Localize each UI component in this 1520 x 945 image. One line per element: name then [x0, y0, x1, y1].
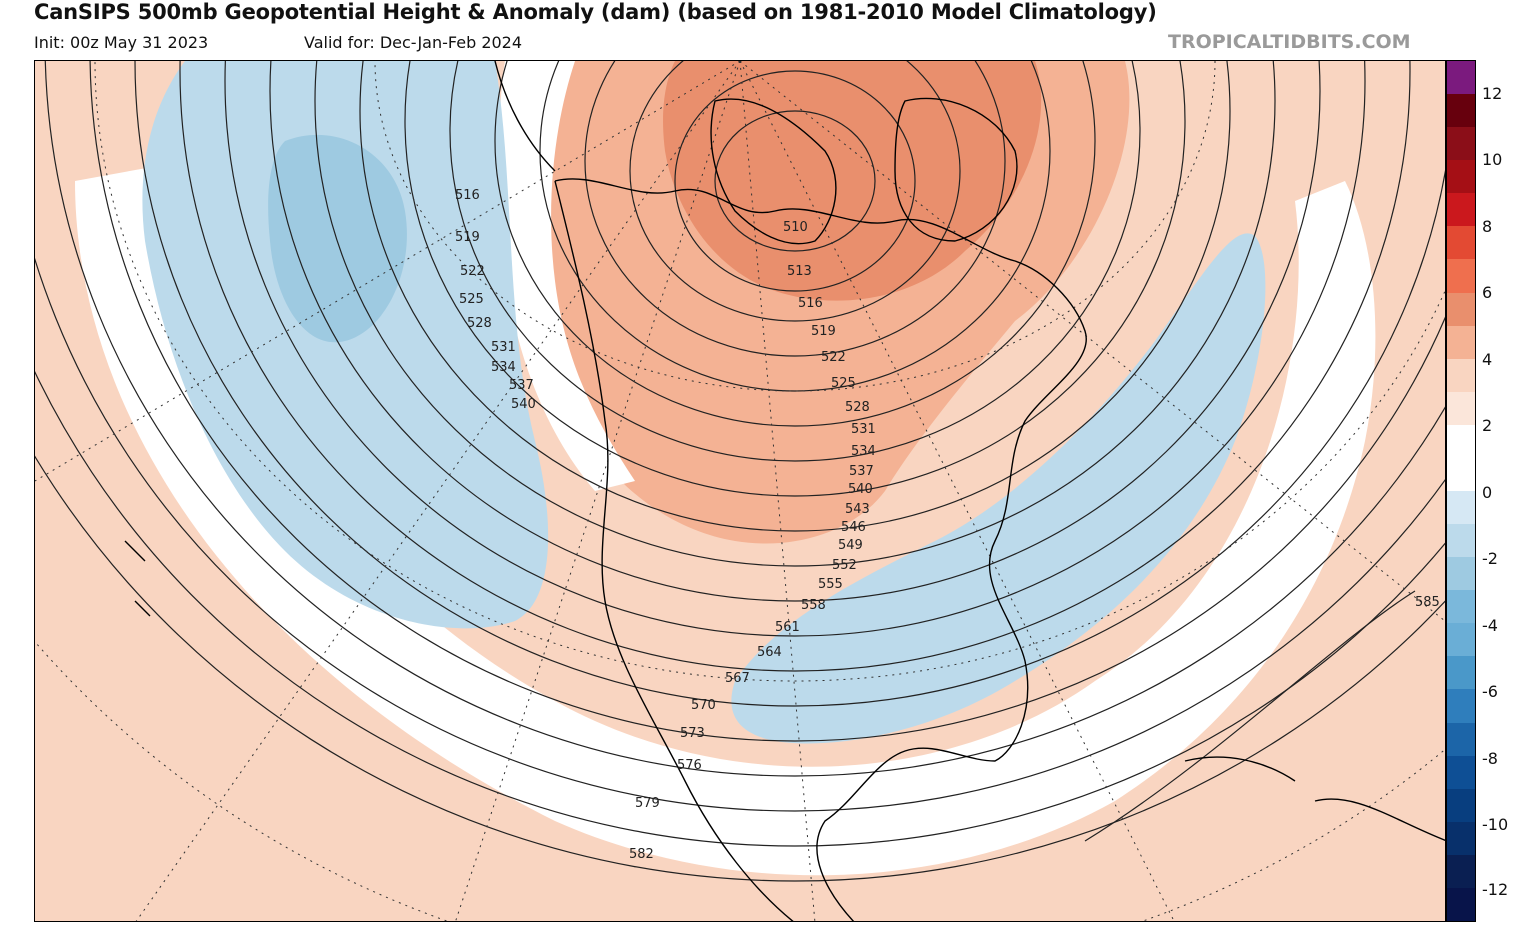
- colorbar-label: -10: [1482, 815, 1509, 834]
- contour-label: 576: [677, 758, 702, 773]
- contour-label: 516: [455, 188, 480, 203]
- colorbar-segment: [1447, 821, 1475, 855]
- contour-label: 537: [849, 464, 874, 479]
- colorbar-segment: [1447, 887, 1475, 922]
- contour-label: 522: [821, 350, 846, 365]
- colorbar-segment: [1447, 61, 1475, 95]
- colorbar-label: 10: [1482, 150, 1503, 169]
- contour-label: 510: [783, 220, 808, 235]
- colorbar-segment: [1447, 524, 1475, 558]
- contour-label: 537: [509, 378, 534, 393]
- contour-label: 570: [691, 698, 716, 713]
- contour-label: 534: [491, 360, 516, 375]
- contour-label: 540: [848, 482, 873, 497]
- height-contours: [35, 61, 1445, 882]
- colorbar-segment: [1447, 590, 1475, 624]
- pacific-negative-anomaly: [142, 61, 549, 629]
- contour-label: 513: [787, 264, 812, 279]
- colorbar-segment: [1447, 656, 1475, 690]
- colorbar-label: 0: [1482, 483, 1493, 502]
- colorbar-segment: [1447, 226, 1475, 260]
- contour-label: 522: [460, 264, 485, 279]
- colorbar-segment: [1447, 491, 1475, 525]
- colorbar-label: 8: [1482, 217, 1493, 236]
- contour-label: 519: [455, 230, 480, 245]
- contour-label: 516: [798, 296, 823, 311]
- site-credit: TROPICALTIDBITS.COM: [1168, 31, 1411, 53]
- colorbar-segment: [1447, 358, 1475, 392]
- colorbar-label: -12: [1482, 880, 1509, 899]
- contour-label: 573: [680, 726, 705, 741]
- contour-label: 519: [811, 324, 836, 339]
- neutral-band: [75, 161, 1376, 876]
- contour-label: 534: [851, 444, 876, 459]
- colorbar-segment: [1447, 457, 1475, 492]
- colorbar-segment: [1447, 259, 1475, 293]
- contour-label: 540: [511, 397, 536, 412]
- graticule: [35, 61, 1445, 921]
- colorbar-segment: [1447, 391, 1475, 425]
- contour-label: 546: [841, 520, 866, 535]
- contour-label: 582: [629, 847, 654, 862]
- colorbar-segment: [1447, 127, 1475, 161]
- colorbar-label: 12: [1482, 84, 1503, 103]
- contour-label: 555: [818, 577, 843, 592]
- colorbar-segment: [1447, 557, 1475, 591]
- forecast-map: 510 513 516 516 519 519 522 522 525 525 …: [34, 60, 1446, 922]
- contour-label: 525: [459, 292, 484, 307]
- contour-label: 579: [635, 796, 660, 811]
- map-canvas: 510 513 516 516 519 519 522 522 525 525 …: [35, 61, 1445, 921]
- contour-labels: 510 513 516 516 519 519 522 522 525 525 …: [455, 188, 1440, 862]
- colorbar-segment: [1447, 325, 1475, 359]
- init-time: Init: 00z May 31 2023: [34, 33, 209, 52]
- contour-label: 531: [491, 340, 516, 355]
- colorbar-label: -4: [1482, 616, 1498, 635]
- colorbar-segment: [1447, 424, 1475, 458]
- alaska-strong-negative: [268, 134, 407, 343]
- contour-label: 531: [851, 422, 876, 437]
- colorbar-label: 6: [1482, 283, 1493, 302]
- contour-label: 558: [801, 598, 826, 613]
- eastern-negative-anomaly: [731, 233, 1266, 744]
- colorbar-segment: [1447, 788, 1475, 822]
- anomaly-colorbar: [1446, 60, 1476, 922]
- contour-label: 549: [838, 538, 863, 553]
- colorbar-label: 2: [1482, 416, 1493, 435]
- colorbar-label: -2: [1482, 549, 1498, 568]
- contour-label: 585: [1415, 595, 1440, 610]
- contour-label: 528: [845, 400, 870, 415]
- contour-label: 552: [832, 558, 857, 573]
- contour-label: 564: [757, 645, 782, 660]
- colorbar-segment: [1447, 755, 1475, 789]
- valid-period: Valid for: Dec-Jan-Feb 2024: [304, 33, 523, 52]
- colorbar-segment: [1447, 623, 1475, 657]
- contour-label: 525: [831, 376, 856, 391]
- colorbar-segment: [1447, 193, 1475, 227]
- map-title: CanSIPS 500mb Geopotential Height & Anom…: [34, 0, 1157, 24]
- colorbar-label: 4: [1482, 350, 1493, 369]
- contour-label: 567: [725, 671, 750, 686]
- colorbar-segment: [1447, 689, 1475, 723]
- colorbar-label: -6: [1482, 682, 1498, 701]
- neutral-north-gap: [498, 61, 635, 491]
- contour-label: 543: [845, 502, 870, 517]
- colorbar-segment: [1447, 160, 1475, 194]
- colorbar-label: -8: [1482, 749, 1498, 768]
- coastlines: [124, 61, 1445, 921]
- contour-label: 528: [467, 316, 492, 331]
- contour-label: 561: [775, 620, 800, 635]
- colorbar-segment: [1447, 854, 1475, 888]
- colorbar-segment: [1447, 292, 1475, 326]
- colorbar-segment: [1447, 94, 1475, 128]
- colorbar-segment: [1447, 722, 1475, 756]
